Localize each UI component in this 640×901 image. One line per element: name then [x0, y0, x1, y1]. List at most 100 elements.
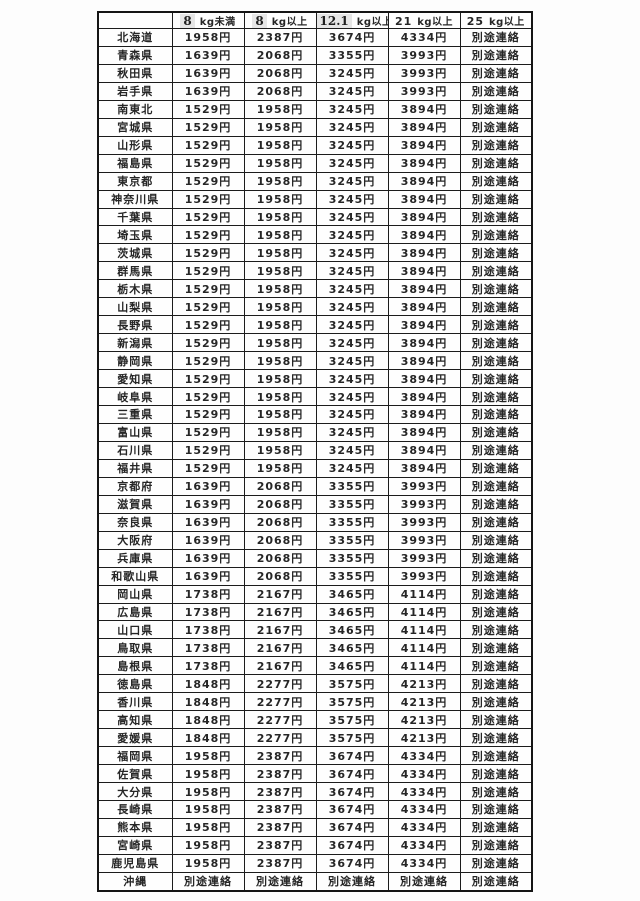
weight-unit: kg未満 — [199, 17, 236, 28]
price-cell: 1958円 — [243, 315, 317, 335]
price-cell: 別途連絡 — [243, 871, 317, 892]
price-cell: 3355円 — [315, 494, 389, 514]
table-row: 山形県 1529円 1958円 3245円 3894円 別途連絡 — [97, 135, 533, 155]
price-cell: 3245円 — [315, 333, 389, 353]
price-cell: 3894円 — [387, 225, 461, 245]
price-cell: 別途連絡 — [459, 638, 533, 658]
table-row: 高知県 1848円 2277円 3575円 4213円 別途連絡 — [97, 710, 533, 730]
region-cell: 福島県 — [97, 153, 173, 173]
price-cell: 別途連絡 — [459, 656, 533, 676]
table-row: 広島県 1738円 2167円 3465円 4114円 別途連絡 — [97, 602, 533, 622]
region-cell: 岡山県 — [97, 584, 173, 604]
table-row: 兵庫県 1639円 2068円 3355円 3993円 別途連絡 — [97, 548, 533, 568]
table-row: 岩手県 1639円 2068円 3245円 3993円 別途連絡 — [97, 81, 533, 101]
price-cell: 4213円 — [387, 710, 461, 730]
price-cell: 3355円 — [315, 548, 389, 568]
price-cell: 3245円 — [315, 117, 389, 137]
table-row: 東京都 1529円 1958円 3245円 3894円 別途連絡 — [97, 171, 533, 191]
region-cell: 愛媛県 — [97, 728, 173, 748]
table-row: 三重県 1529円 1958円 3245円 3894円 別途連絡 — [97, 405, 533, 424]
table-row: 愛知県 1529円 1958円 3245円 3894円 別途連絡 — [97, 369, 533, 389]
price-cell: 4213円 — [387, 674, 461, 694]
price-cell: 3894円 — [387, 279, 461, 299]
price-cell: 1639円 — [171, 512, 245, 532]
price-cell: 3245円 — [315, 135, 389, 155]
price-cell: 2068円 — [243, 494, 317, 514]
price-cell: 3245円 — [315, 297, 389, 317]
price-cell: 1958円 — [171, 782, 245, 801]
region-cell: 愛知県 — [97, 369, 173, 389]
price-cell: 別途連絡 — [459, 135, 533, 155]
region-cell: 岩手県 — [97, 81, 173, 101]
region-cell: 大阪府 — [97, 530, 173, 550]
price-cell: 3245円 — [315, 351, 389, 371]
price-cell: 3355円 — [315, 566, 389, 586]
price-cell: 1958円 — [243, 422, 317, 442]
price-cell: 2387円 — [243, 799, 317, 819]
price-cell: 1529円 — [171, 153, 245, 173]
price-cell: 1958円 — [243, 117, 317, 137]
price-cell: 1529円 — [171, 261, 245, 281]
table-row: 富山県 1529円 1958円 3245円 3894円 別途連絡 — [97, 422, 533, 442]
price-cell: 3894円 — [387, 387, 461, 407]
price-cell: 2167円 — [243, 638, 317, 658]
price-cell: 3245円 — [315, 405, 389, 424]
price-cell: 1529円 — [171, 458, 245, 478]
price-cell: 1958円 — [171, 835, 245, 855]
price-cell: 3355円 — [315, 512, 389, 532]
price-cell: 3894円 — [387, 297, 461, 317]
price-cell: 1529円 — [171, 117, 245, 137]
price-cell: 別途連絡 — [459, 871, 533, 892]
table-row: 福島県 1529円 1958円 3245円 3894円 別途連絡 — [97, 153, 533, 173]
price-cell: 1529円 — [171, 189, 245, 209]
price-cell: 3894円 — [387, 405, 461, 424]
price-cell: 別途連絡 — [315, 871, 389, 892]
price-cell: 別途連絡 — [459, 853, 533, 873]
price-cell: 2068円 — [243, 530, 317, 550]
region-cell: 新潟県 — [97, 333, 173, 353]
price-cell: 1529円 — [171, 387, 245, 407]
weight-value: 8 — [180, 14, 195, 28]
price-cell: 1958円 — [243, 351, 317, 371]
price-cell: 別途連絡 — [459, 458, 533, 478]
price-cell: 2277円 — [243, 674, 317, 694]
header-cell-weight-1: 8 kg未満 — [171, 11, 245, 29]
region-cell: 和歌山県 — [97, 566, 173, 586]
price-cell: 別途連絡 — [459, 153, 533, 173]
price-cell: 3894円 — [387, 369, 461, 389]
price-cell: 別途連絡 — [459, 782, 533, 801]
price-cell: 1958円 — [243, 369, 317, 389]
region-cell: 秋田県 — [97, 63, 173, 83]
price-cell: 4334円 — [387, 799, 461, 819]
price-cell: 3245円 — [315, 207, 389, 227]
price-cell: 3674円 — [315, 853, 389, 873]
price-cell: 3993円 — [387, 530, 461, 550]
table-row: 和歌山県 1639円 2068円 3355円 3993円 別途連絡 — [97, 566, 533, 586]
table-row: 島根県 1738円 2167円 3465円 4114円 別途連絡 — [97, 656, 533, 676]
price-cell: 別途連絡 — [459, 674, 533, 694]
region-cell: 埼玉県 — [97, 225, 173, 245]
price-cell: 3894円 — [387, 458, 461, 478]
region-cell: 群馬県 — [97, 261, 173, 281]
price-cell: 1529円 — [171, 351, 245, 371]
price-cell: 1529円 — [171, 405, 245, 424]
region-cell: 宮崎県 — [97, 835, 173, 855]
price-cell: 1529円 — [171, 440, 245, 460]
price-cell: 2387円 — [243, 746, 317, 766]
region-cell: 福岡県 — [97, 746, 173, 766]
price-cell: 4334円 — [387, 817, 461, 837]
price-cell: 別途連絡 — [459, 315, 533, 335]
region-cell: 福井県 — [97, 458, 173, 478]
price-cell: 3245円 — [315, 279, 389, 299]
price-cell: 3993円 — [387, 476, 461, 496]
price-cell: 1958円 — [243, 440, 317, 460]
table-header: 8 kg未満 8 kg以上 12.1 kg以上 21 kg以上 25 kg以上 — [97, 11, 533, 29]
price-cell: 4114円 — [387, 602, 461, 622]
region-cell: 広島県 — [97, 602, 173, 622]
region-cell: 山形県 — [97, 135, 173, 155]
price-cell: 3245円 — [315, 387, 389, 407]
price-cell: 1639円 — [171, 63, 245, 83]
price-cell: 別途連絡 — [459, 620, 533, 640]
price-cell: 1639円 — [171, 81, 245, 101]
